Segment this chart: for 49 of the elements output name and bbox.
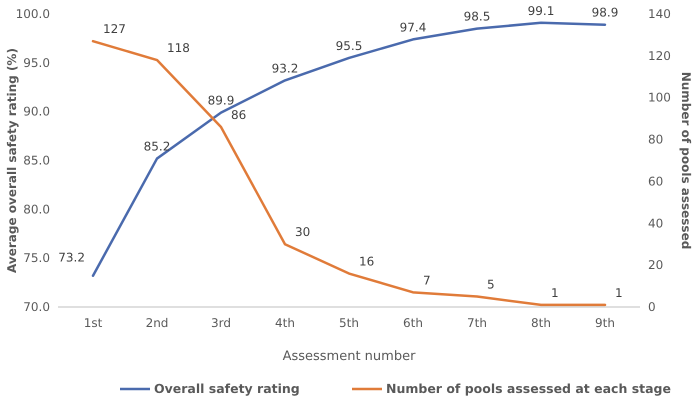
y-tick-label: 85.0 [23,154,50,168]
line-series [92,40,606,306]
y-axis-title: Average overall safety rating (%) [5,48,19,273]
y-tick-label: 95.0 [23,56,50,70]
y-tick-label: 80.0 [23,202,50,216]
legend-label: Number of pools assessed at each stage [386,381,671,396]
data-label: 97.4 [400,20,426,34]
data-label: 99.1 [528,4,554,18]
y2-tick-label: 80 [648,132,664,147]
x-tick-label: 2nd [146,316,168,330]
y-tick-label: 90.0 [23,104,50,119]
data-label: 95.5 [336,38,362,53]
x-tick-label: 8th [531,316,551,330]
data-label: 7 [423,273,431,288]
y-tick-label: 70.0 [23,300,50,314]
x-tick-label: 9th [595,316,615,330]
x-tick-label: 4th [275,316,295,330]
data-label: 86 [231,108,246,122]
x-tick-label: 1st [84,316,103,330]
y2-tick-label: 140 [648,7,671,21]
data-label: 127 [103,22,126,36]
y2-tick-label: 100 [648,90,671,105]
data-label: 118 [167,41,190,56]
y2-axis-title: Number of pools assessed [679,72,692,250]
data-label: 5 [487,278,495,292]
y2-tick-label: 40 [648,216,664,230]
x-tick-label: 6th [403,316,423,330]
data-label: 16 [359,254,374,269]
y-tick-label: 75.0 [23,251,50,266]
x-tick-label: 3rd [211,316,231,330]
data-label: 85.2 [144,140,170,154]
data-label: 93.2 [272,61,298,76]
data-label: 30 [295,225,310,240]
y2-tick-label: 20 [648,258,664,272]
data-label: 89.9 [208,94,234,108]
x-tick-label: 7th [467,316,487,330]
data-label: 1 [615,286,623,300]
data-label: 1 [551,286,559,300]
y2-tick-label: 0 [648,300,656,314]
data-label: 98.5 [464,10,490,24]
x-tick-label: 5th [339,316,359,330]
legend-label: Overall safety rating [154,381,300,396]
x-axis-title: Assessment number [282,349,416,364]
y-tick-label: 100.0 [16,7,50,21]
data-label: 73.2 [58,250,85,265]
line-series [92,22,606,277]
data-label: 98.9 [592,6,618,20]
y2-tick-label: 60 [648,174,664,188]
y2-tick-label: 120 [648,48,671,63]
